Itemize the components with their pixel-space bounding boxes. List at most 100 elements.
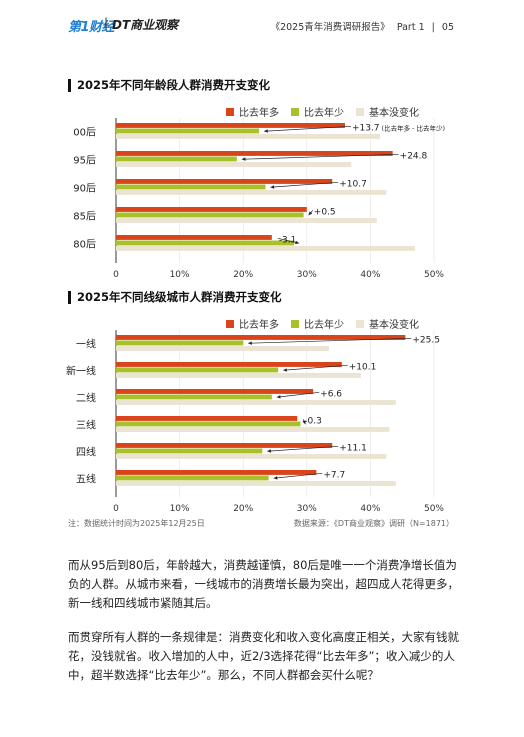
bar-less	[116, 240, 295, 246]
delta-label: -3.1	[279, 235, 297, 245]
bar-more	[116, 443, 333, 448]
category-label: 二线	[76, 391, 96, 404]
bar-less	[116, 367, 279, 373]
delta-label: +25.5	[412, 335, 440, 345]
delta-label: -0.3	[304, 416, 322, 426]
legend-label-less: 比去年少	[304, 320, 344, 331]
category-label: 一线	[76, 337, 96, 350]
city-bar-chart: 0 10% 20% 30% 40% 50% 一线 +25.5 新一线 +10.1 二线 +6.6 三线 -…	[66, 330, 444, 514]
delta-label: +24.8	[400, 151, 428, 161]
x-tick-label: 50%	[424, 504, 444, 514]
x-tick-label: 10%	[170, 504, 190, 514]
category-label: 80后	[73, 238, 96, 250]
delta-label: +13.7 (比去年多 - 比去年少)	[352, 123, 445, 133]
legend-label-more: 比去年多	[239, 108, 279, 119]
delta-arrowhead	[267, 449, 271, 453]
delta-arrowhead	[270, 185, 275, 189]
delta-arrowhead	[273, 476, 278, 480]
bar-same	[116, 246, 415, 251]
delta-arrow	[283, 364, 348, 371]
bar-more	[116, 362, 342, 367]
category-label: 90后	[73, 182, 96, 194]
legend-label-less: 比去年少	[304, 108, 344, 119]
bar-more	[116, 389, 314, 394]
bar-same	[116, 218, 377, 223]
bar-more	[116, 207, 307, 212]
x-tick-label: 20%	[233, 270, 253, 280]
bar-less	[116, 475, 269, 481]
legend-label-same: 基本没变化	[369, 320, 419, 331]
category-label: 新一线	[66, 364, 96, 377]
delta-arrowhead	[283, 368, 287, 372]
category-label: 三线	[76, 418, 96, 431]
delta-label: +10.7	[339, 179, 367, 189]
bar-less	[116, 212, 304, 218]
x-tick-label: 40%	[360, 504, 380, 514]
delta-arrowhead	[302, 420, 306, 425]
x-tick-label: 30%	[297, 270, 317, 280]
category-label: 五线	[76, 472, 96, 485]
bar-more	[116, 151, 393, 156]
legend-label-more: 比去年多	[239, 320, 279, 331]
delta-arrow	[241, 153, 399, 160]
x-tick-label: 10%	[170, 270, 190, 280]
x-tick-label: 50%	[424, 270, 444, 280]
logo-separator: |	[104, 16, 109, 30]
delta-arrow	[276, 391, 320, 398]
bar-less	[116, 156, 237, 162]
part-label: Part 1	[396, 22, 425, 33]
chart-legend-age: 比去年多 比去年少 基本没变化	[226, 104, 419, 119]
x-tick-label: 40%	[360, 270, 380, 280]
legend-swatch-same	[356, 319, 364, 328]
bar-same	[116, 454, 387, 459]
delta-arrow	[267, 445, 339, 452]
x-tick-label: 0	[113, 504, 119, 514]
dt-logo: DT商业观察	[112, 18, 179, 32]
delta-label: +6.6	[320, 389, 342, 399]
delta-arrowhead	[264, 129, 268, 133]
delta-arrowhead	[248, 341, 252, 345]
delta-arrowhead	[241, 157, 246, 161]
footnote-date: 注：数据统计时间为2025年12月25日	[68, 519, 205, 528]
page-number: 05	[441, 22, 454, 33]
chart-title-age: 2025年不同年龄段人群消费开支变化	[68, 79, 270, 92]
legend-item-more: 比去年多	[226, 316, 279, 331]
delta-note: (比去年多 - 比去年少)	[382, 123, 446, 132]
bar-less	[116, 340, 244, 346]
legend-item-less: 比去年少	[291, 104, 344, 119]
bar-less	[116, 421, 301, 427]
x-tick-label: 30%	[297, 504, 317, 514]
report-header-info: 《2025青年消费调研报告》 Part 1 | 05	[267, 19, 454, 33]
legend-swatch-more	[226, 107, 234, 116]
delta-arrowhead	[308, 211, 313, 216]
x-tick-label: 20%	[233, 504, 253, 514]
delta-arrowhead	[276, 395, 281, 399]
category-label: 95后	[73, 154, 96, 166]
bar-less	[116, 448, 263, 454]
delta-arrowhead	[295, 240, 300, 245]
report-title: 《2025青年消费调研报告》	[270, 22, 390, 33]
delta-arrow	[277, 237, 300, 244]
bar-same	[116, 346, 330, 351]
bar-same	[116, 481, 396, 486]
delta-arrow	[270, 181, 339, 188]
bar-more	[116, 335, 406, 340]
legend-item-less: 比去年少	[291, 316, 344, 331]
delta-arrow	[264, 125, 351, 132]
category-label: 00后	[73, 126, 96, 138]
bar-same	[116, 134, 380, 139]
bar-same	[116, 427, 390, 432]
bar-more	[116, 416, 298, 421]
body-paragraph-1: 而从95后到80后，年龄越大，消费越谨慎，80后是唯一一个消费净增长值为负的人群…	[68, 558, 459, 610]
legend-item-same: 基本没变化	[356, 316, 419, 331]
bar-more	[116, 123, 345, 128]
page-header: 第1财经 | DT商业观察 《2025青年消费调研报告》 Part 1 | 05	[0, 0, 524, 44]
bar-more	[116, 179, 333, 184]
chart-title-city: 2025年不同线级城市人群消费开支变化	[68, 291, 282, 304]
x-tick-label: 0	[113, 270, 119, 280]
delta-label: +7.7	[323, 470, 345, 480]
bar-same	[116, 373, 361, 378]
bar-less	[116, 128, 260, 134]
delta-label: +11.1	[339, 443, 367, 453]
legend-swatch-less	[291, 319, 299, 328]
